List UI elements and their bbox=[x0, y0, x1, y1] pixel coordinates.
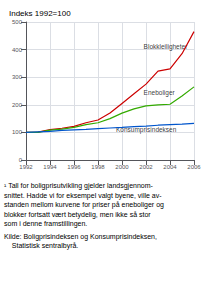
svg-text:400: 400 bbox=[12, 47, 23, 53]
svg-text:2006: 2006 bbox=[187, 164, 201, 170]
svg-text:2002: 2002 bbox=[139, 164, 153, 170]
svg-text:100: 100 bbox=[12, 129, 23, 135]
svg-text:¹ Tall for boligprisutvikling: ¹ Tall for boligprisutvikling gjelder la… bbox=[4, 182, 154, 190]
svg-text:blokker fortsatt vært betydeli: blokker fortsatt vært betydelig, men ikk… bbox=[4, 211, 151, 219]
svg-text:Eneboliger: Eneboliger bbox=[144, 89, 176, 97]
svg-text:1994: 1994 bbox=[43, 164, 57, 170]
svg-text:2000: 2000 bbox=[115, 164, 129, 170]
svg-text:Statistisk sentralbyrå.: Statistisk sentralbyrå. bbox=[4, 242, 78, 250]
svg-text:Konsumprisindeksen: Konsumprisindeksen bbox=[116, 125, 177, 133]
svg-text:1992: 1992 bbox=[19, 164, 33, 170]
svg-text:Indeks 1992=100: Indeks 1992=100 bbox=[9, 9, 71, 18]
svg-text:500: 500 bbox=[12, 19, 23, 25]
svg-text:2004: 2004 bbox=[163, 164, 177, 170]
svg-text:200: 200 bbox=[12, 102, 23, 108]
svg-text:1998: 1998 bbox=[91, 164, 105, 170]
svg-text:300: 300 bbox=[12, 74, 23, 80]
svg-text:som i denne framstillingen.: som i denne framstillingen. bbox=[4, 220, 87, 228]
svg-text:Kilde: Boligprisindeksen og Ko: Kilde: Boligprisindeksen og Konsumprisin… bbox=[4, 233, 157, 241]
svg-text:1996: 1996 bbox=[67, 164, 81, 170]
svg-text:0: 0 bbox=[19, 157, 23, 163]
svg-text:snittet. Hadde vi for eksempel: snittet. Hadde vi for eksempel valgt bye… bbox=[4, 192, 162, 200]
svg-text:Blokkleiligheter: Blokkleiligheter bbox=[144, 43, 189, 51]
svg-text:standen mellom kurvene for pri: standen mellom kurvene for priser på ene… bbox=[4, 201, 164, 209]
